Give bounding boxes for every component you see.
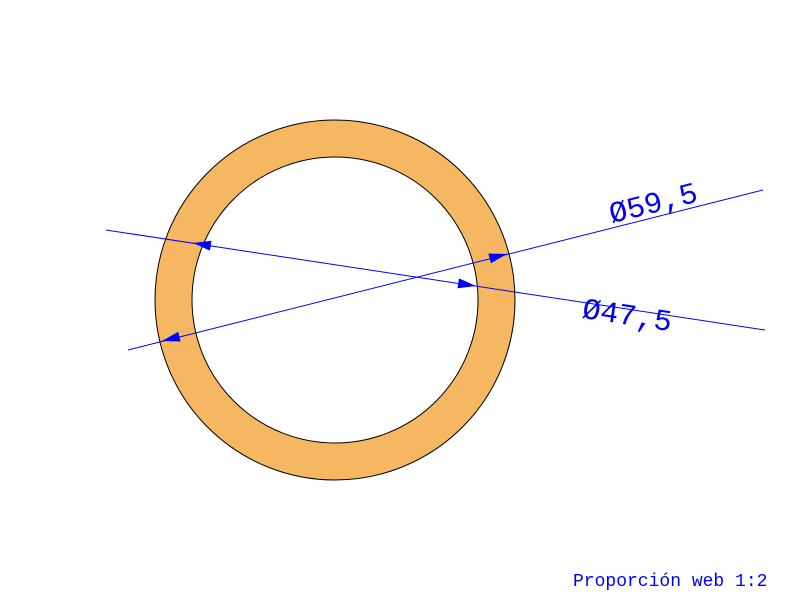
diagram-svg — [0, 0, 800, 600]
ring-shape — [155, 120, 515, 480]
scale-footer: Proporción web 1:2 — [573, 572, 767, 592]
diagram-canvas: Ø59,5 Ø47,5 Proporción web 1:2 — [0, 0, 800, 600]
